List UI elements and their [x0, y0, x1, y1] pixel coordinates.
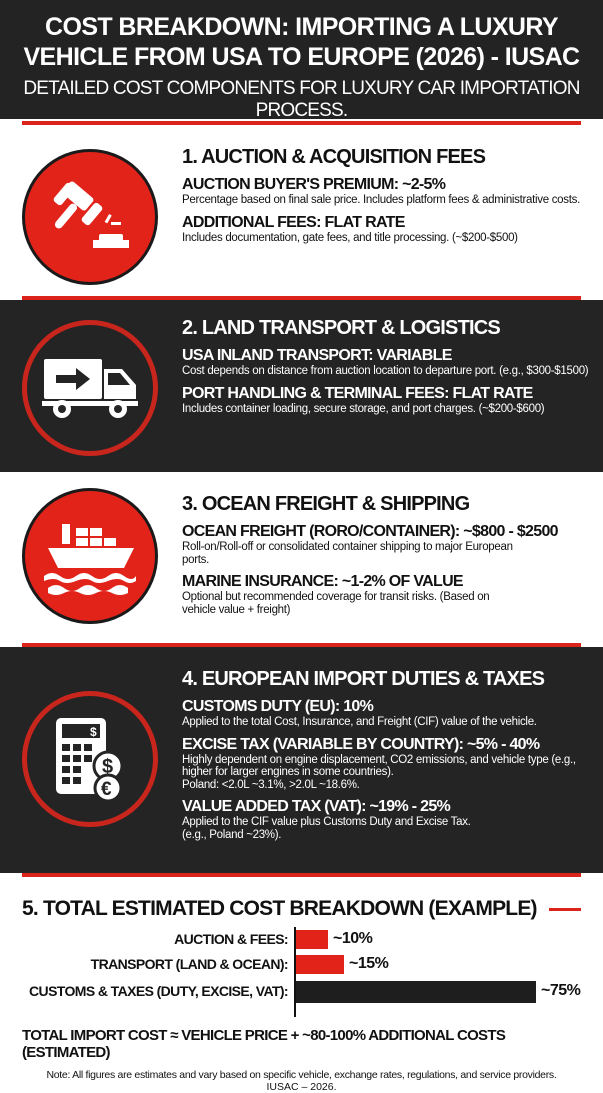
- section-transport: 2. LAND TRANSPORT & LOGISTICS USA INLAND…: [0, 300, 603, 472]
- item-heading: VALUE ADDED TAX (VAT): ~19% - 25%: [182, 798, 451, 815]
- section-auction: 1. AUCTION & ACQUISITION FEES AUCTION BU…: [0, 125, 603, 296]
- bar-label: CUSTOMS & TAXES (DUTY, EXCISE, VAT):: [29, 983, 289, 999]
- bar-value-label: ~75%: [541, 982, 581, 999]
- divider: [22, 121, 581, 125]
- item-heading: EXCISE TAX (VARIABLE BY COUNTRY): ~5% - …: [182, 735, 540, 753]
- item-desc: Roll-on/Roll-off or consolidated contain…: [182, 541, 513, 566]
- bar: [296, 955, 344, 974]
- item-desc: Highly dependent on engine displacement,…: [182, 753, 576, 779]
- divider: [22, 873, 581, 877]
- section-ocean: 3. OCEAN FREIGHT & SHIPPING OCEAN FREIGH…: [0, 472, 603, 643]
- calculator-icon: $ $ €: [22, 691, 158, 827]
- item-desc: Applied to the total Cost, Insurance, an…: [182, 716, 537, 728]
- subtitle: DETAILED COST COMPONENTS FOR LUXURY CAR …: [23, 78, 580, 121]
- title-line-2: VEHICLE FROM USA TO EUROPE (2026) - IUSA…: [23, 43, 580, 71]
- bar: [296, 930, 328, 949]
- item-desc: Cost depends on distance from auction lo…: [182, 365, 589, 377]
- item-desc: Percentage based on final sale price. In…: [182, 194, 580, 206]
- truck-icon: [22, 320, 158, 456]
- summary-title: 5. TOTAL ESTIMATED COST BREAKDOWN (EXAMP…: [22, 897, 538, 920]
- item-heading: MARINE INSURANCE: ~1-2% OF VALUE: [182, 573, 464, 590]
- item-heading: PORT HANDLING & TERMINAL FEES: FLAT RATE: [182, 384, 533, 402]
- ship-icon: [22, 488, 158, 624]
- section-title: 1. AUCTION & ACQUISITION FEES: [182, 146, 486, 168]
- chart-axis: [294, 927, 296, 1017]
- bar-value-label: ~15%: [349, 955, 389, 972]
- svg-text:$: $: [90, 725, 97, 739]
- item-desc: (e.g., Poland ~23%).: [182, 828, 282, 841]
- title-rule: [548, 907, 581, 911]
- section-title: 3. OCEAN FREIGHT & SHIPPING: [182, 493, 470, 515]
- bar-label: AUCTION & FEES:: [174, 931, 288, 947]
- item-desc: Includes documentation, gate fees, and t…: [182, 231, 518, 244]
- item-heading: CUSTOMS DUTY (EU): 10%: [182, 698, 374, 715]
- item-desc: Applied to the CIF value plus Customs Du…: [182, 816, 471, 828]
- cost-bar-chart: AUCTION & FEES: ~10% TRANSPORT (LAND & OCE…: [22, 921, 581, 1031]
- item-heading: AUCTION BUYER'S PREMIUM: ~2-5%: [182, 176, 446, 193]
- item-desc: Poland: <2.0L ~3.1%, >2.0L ~18.6%.: [182, 778, 360, 791]
- item-desc: Optional but recommended coverage for tr…: [182, 591, 490, 616]
- bar-label: TRANSPORT (LAND & OCEAN):: [90, 956, 289, 972]
- section-summary: 5. TOTAL ESTIMATED COST BREAKDOWN (EXAMP…: [0, 877, 603, 1093]
- bar-value-label: ~10%: [333, 930, 373, 947]
- bar: [296, 981, 536, 1003]
- section-duties: $ $ € 4. EUROPEAN IMPORT DUTIES & TAXES CU…: [0, 647, 603, 873]
- note: Note: All figures are estimates and vary…: [46, 1069, 557, 1081]
- item-heading: ADDITIONAL FEES: FLAT RATE: [182, 213, 405, 231]
- credit: IUSAC – 2026.: [266, 1081, 337, 1093]
- item-heading: USA INLAND TRANSPORT: VARIABLE: [182, 347, 452, 364]
- title-line-1: COST BREAKDOWN: IMPORTING A LUXURY: [45, 13, 559, 41]
- divider: [22, 643, 581, 647]
- gavel-icon: [22, 149, 158, 285]
- item-heading: OCEAN FREIGHT (RORO/CONTAINER): ~$800 - …: [182, 523, 559, 540]
- section-title: 2. LAND TRANSPORT & LOGISTICS: [182, 317, 501, 339]
- svg-text:$: $: [102, 756, 113, 778]
- divider: [22, 296, 581, 300]
- header: COST BREAKDOWN: IMPORTING A LUXURY VEHIC…: [0, 0, 603, 121]
- item-desc: Includes container loading, secure stora…: [182, 402, 545, 415]
- section-title: 4. EUROPEAN IMPORT DUTIES & TAXES: [182, 668, 545, 690]
- total-cost-line: TOTAL IMPORT COST ≈ VEHICLE PRICE + ~80-…: [22, 1027, 506, 1061]
- svg-text:€: €: [101, 779, 112, 800]
